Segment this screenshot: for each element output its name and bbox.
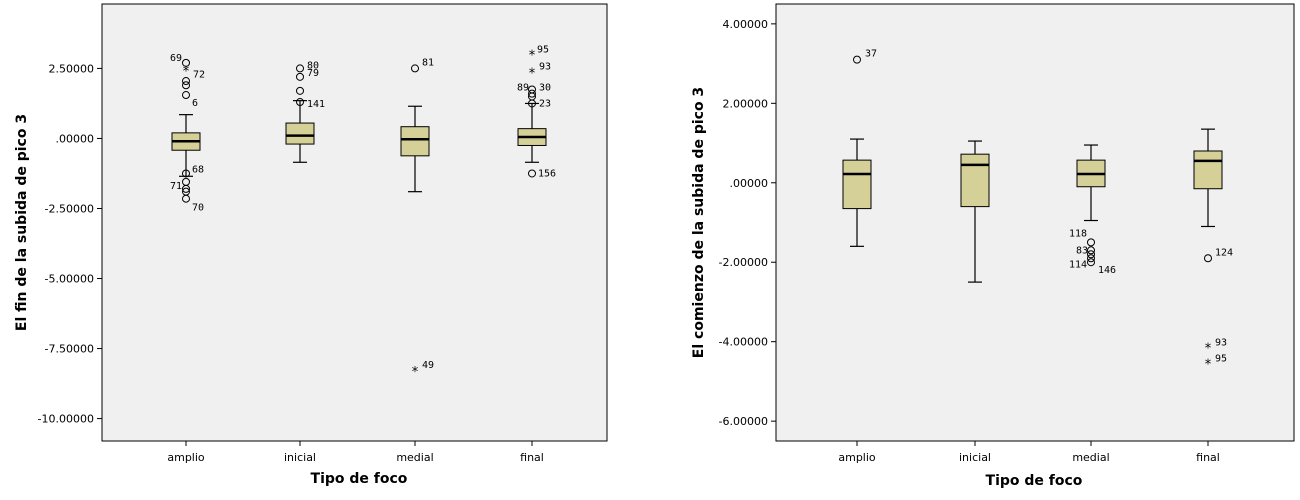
outlier-label: 71 — [170, 181, 182, 192]
outlier-label: 156 — [538, 168, 556, 179]
box-iqr — [1193, 150, 1223, 190]
outlier-circle — [1204, 254, 1212, 263]
outlier-circle — [1087, 246, 1095, 255]
outlier-circle — [296, 98, 304, 107]
outlier-label: 69 — [170, 53, 182, 64]
y-tick-label: 2.00000 — [723, 97, 769, 110]
outlier-label: 89 — [517, 83, 529, 94]
outlier-label: 37 — [865, 49, 877, 60]
y-tick-label: -7.50000 — [45, 343, 94, 356]
box-medial: 81 * 49 — [400, 57, 434, 380]
outlier-label: 81 — [422, 57, 434, 68]
plot-area — [101, 3, 608, 442]
box-medial: 118 83 114 146 — [1069, 144, 1116, 276]
outlier-label: 146 — [1098, 265, 1116, 276]
outlier-circle — [853, 55, 861, 64]
chart-panel-1: 2.50000 .00000 -2.50000 -5.00000 -7.50000 -10… — [14, 3, 608, 487]
x-tick-label: amplio — [838, 451, 876, 464]
outlier-circle — [182, 169, 190, 178]
outlier-star: * — [1205, 358, 1212, 373]
outlier-label: 114 — [1069, 259, 1087, 270]
x-tick-label: final — [520, 451, 544, 464]
outlier-circle — [182, 194, 190, 203]
x-tick-label: medial — [396, 451, 433, 464]
y-tick-label: -4.00000 — [719, 336, 768, 349]
outlier-label: 141 — [307, 99, 325, 110]
outlier-circle — [182, 184, 190, 193]
outlier-circle — [296, 72, 304, 81]
y-tick-label: 2.50000 — [49, 62, 95, 75]
outlier-circle — [1087, 254, 1095, 263]
y-tick-label: -6.00000 — [719, 415, 768, 428]
outlier-label: 70 — [192, 203, 204, 214]
outlier-label: 6 — [192, 98, 198, 109]
outlier-label: 124 — [1215, 247, 1233, 258]
y-tick-label: -2.00000 — [719, 256, 768, 269]
outlier-label: 79 — [307, 68, 319, 79]
outlier-label: 118 — [1069, 228, 1087, 239]
outlier-circle — [1087, 258, 1095, 267]
outlier-label: 95 — [1215, 354, 1227, 365]
box-inicial — [960, 140, 990, 283]
outlier-circle — [182, 58, 190, 67]
outlier-circle — [182, 77, 190, 86]
outlier-circle — [182, 81, 190, 90]
box-iqr — [842, 159, 872, 210]
y-tick-label: -10.00000 — [38, 413, 94, 426]
outlier-circle — [296, 64, 304, 73]
x-tick-label: inicial — [959, 451, 991, 464]
outlier-label: 49 — [422, 360, 434, 371]
y-axis-title: El fin de la subida de pico 3 — [14, 114, 30, 331]
y-tick-label: -5.00000 — [45, 273, 94, 286]
x-tick-label: inicial — [284, 451, 316, 464]
outlier-circle — [528, 89, 536, 98]
box-iqr — [285, 122, 315, 145]
outlier-circle — [411, 64, 419, 73]
y-tick-label: .00000 — [730, 177, 769, 190]
box-iqr — [960, 153, 990, 208]
outlier-label: 95 — [537, 44, 549, 55]
outlier-label: 30 — [539, 82, 551, 93]
plot-area — [775, 3, 1295, 442]
outlier-label: 72 — [193, 70, 205, 81]
box-final: 124 * 93* 95 — [1193, 128, 1233, 373]
outlier-star: * — [529, 48, 536, 63]
box-amplio: 69* 72 6 68 71 70 — [170, 53, 205, 214]
outlier-circle — [1087, 238, 1095, 247]
x-tick-label: amplio — [167, 451, 205, 464]
y-axis-title: El comienzo de la subida de pico 3 — [691, 87, 707, 358]
outlier-circle — [528, 169, 536, 178]
outlier-star: * — [183, 65, 190, 80]
outlier-label: 93 — [1215, 338, 1227, 349]
outlier-label: 23 — [539, 98, 551, 109]
y-tick-label: 4.00000 — [723, 18, 769, 31]
box-iqr — [400, 126, 430, 157]
x-tick-label: final — [1196, 451, 1220, 464]
outlier-circle — [1087, 250, 1095, 259]
outlier-label: 80 — [307, 60, 319, 71]
outlier-circle — [528, 99, 536, 108]
box-amplio: 37 — [842, 49, 877, 247]
x-axis-title: Tipo de foco — [311, 471, 408, 487]
y-tick-label: .00000 — [56, 132, 95, 145]
x-axis-title: Tipo de foco — [986, 473, 1083, 489]
outlier-star: * — [529, 67, 536, 82]
outlier-star: * — [412, 365, 419, 380]
outlier-label: 68 — [192, 164, 204, 175]
x-tick-label: medial — [1072, 451, 1109, 464]
outlier-label: 83 — [1076, 245, 1088, 256]
chart-panel-2: 4.00000 2.00000 .00000 -2.00000 -4.00000 -6.0… — [691, 3, 1295, 489]
outlier-circle — [296, 86, 304, 95]
outlier-circle — [182, 91, 190, 100]
outlier-label: 93 — [539, 62, 551, 73]
y-tick-label: -2.50000 — [45, 202, 94, 215]
outlier-star: * — [1205, 342, 1212, 357]
